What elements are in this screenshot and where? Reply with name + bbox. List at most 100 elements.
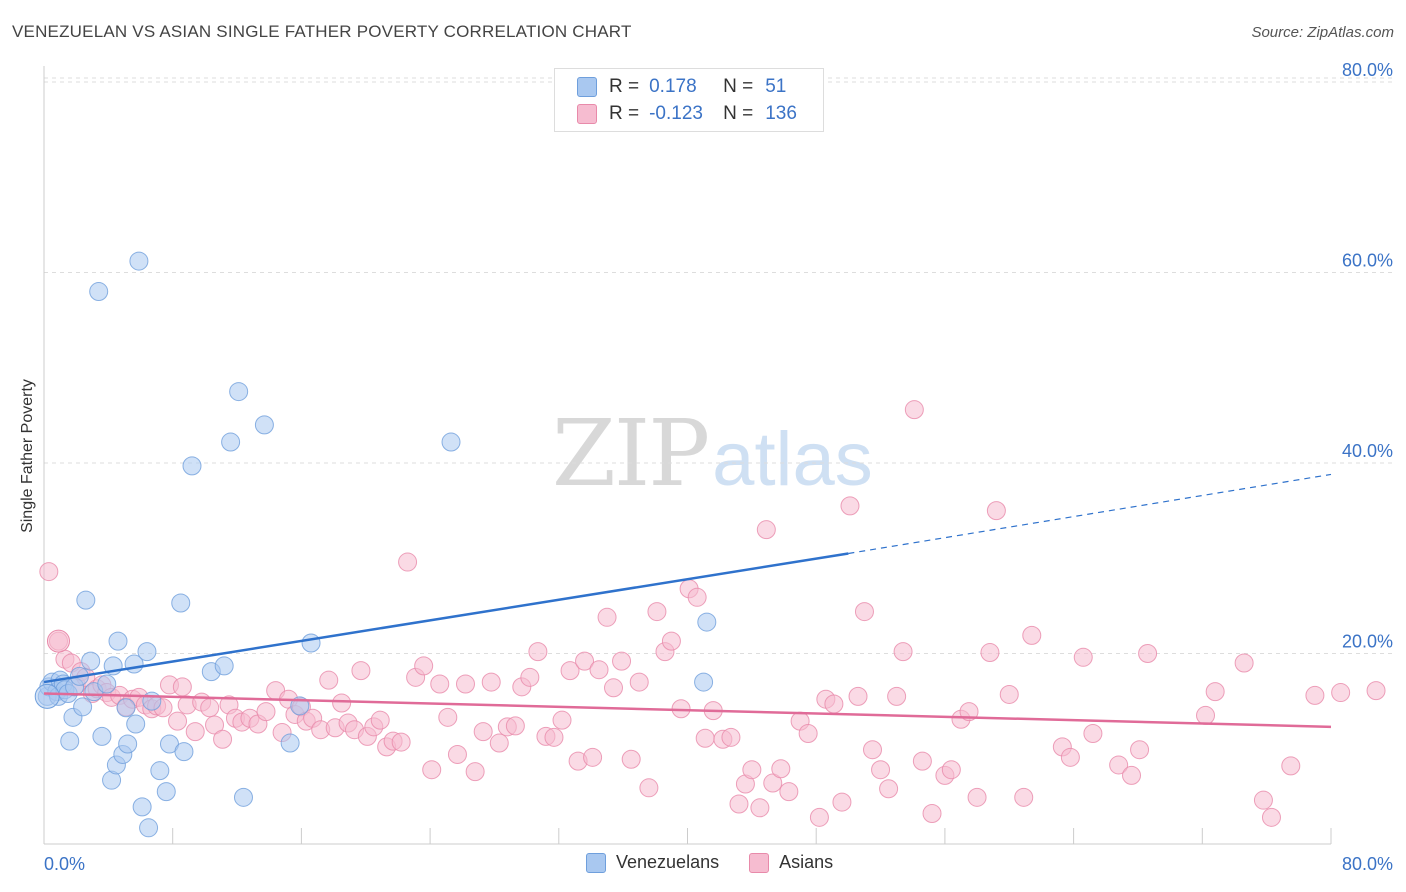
legend-item-venezuelans: Venezuelans bbox=[586, 852, 719, 873]
asian-point bbox=[1261, 807, 1281, 827]
venezuelan-point bbox=[116, 698, 136, 718]
legend-row-asians: R = -0.123 N = 136 bbox=[577, 102, 797, 126]
venezuelan-point bbox=[221, 432, 241, 452]
venezuelan-point bbox=[139, 818, 159, 838]
venezuelan-point bbox=[97, 674, 117, 694]
asian-point bbox=[438, 707, 458, 727]
asian-point bbox=[430, 674, 450, 694]
venezuelan-point bbox=[254, 415, 274, 435]
asian-point bbox=[763, 773, 783, 793]
asian-point bbox=[560, 661, 580, 681]
legend-swatch-venezuelans bbox=[586, 852, 606, 873]
x-tick-label-max: 80.0% bbox=[1342, 854, 1393, 874]
y-tick-label: 40.0% bbox=[1342, 441, 1393, 461]
asian-point bbox=[912, 751, 932, 771]
venezuelans-trend-extension bbox=[848, 473, 1332, 555]
venezuelan-point bbox=[132, 797, 152, 817]
source-label: Source: ZipAtlas.com bbox=[1251, 24, 1394, 41]
tick-label-layer: 20.0% 40.0% 60.0% 80.0% 0.0% 80.0% bbox=[44, 60, 1393, 874]
asian-point bbox=[489, 733, 509, 753]
legend-n-value: 136 bbox=[765, 103, 797, 124]
venezuelan-point bbox=[76, 590, 96, 610]
venezuelan-point bbox=[118, 734, 138, 754]
legend-n-label: N = bbox=[723, 103, 754, 124]
asian-point bbox=[1014, 787, 1034, 807]
asian-point bbox=[824, 694, 844, 714]
legend-label-asians: Asians bbox=[779, 852, 834, 872]
chart-title: VENEZUELAN VS ASIAN SINGLE FATHER POVERT… bbox=[12, 22, 632, 41]
asians-trend-line bbox=[43, 692, 1332, 729]
venezuelan-point bbox=[81, 651, 101, 671]
asian-point bbox=[1122, 765, 1142, 785]
venezuelan-point bbox=[214, 656, 234, 676]
asian-point bbox=[840, 496, 860, 516]
legend-swatch-asians bbox=[577, 104, 597, 124]
legend-r-value: -0.123 bbox=[649, 103, 703, 124]
grid-layer bbox=[44, 77, 1393, 654]
asian-point bbox=[481, 672, 501, 692]
venezuelan-point bbox=[89, 282, 109, 302]
asian-point bbox=[832, 792, 852, 812]
x-tick-label-min: 0.0% bbox=[44, 854, 85, 874]
venezuelan-point bbox=[137, 642, 157, 662]
asian-point bbox=[589, 660, 609, 680]
asian-point bbox=[854, 602, 874, 622]
asian-point bbox=[256, 702, 276, 722]
asian-point bbox=[621, 749, 641, 769]
asian-point bbox=[1130, 740, 1150, 760]
venezuelan-point bbox=[126, 714, 146, 734]
asian-point bbox=[771, 759, 791, 779]
asian-point bbox=[1060, 747, 1080, 767]
venezuelan-point bbox=[301, 633, 321, 653]
asian-point bbox=[370, 710, 390, 730]
venezuelan-point bbox=[697, 612, 717, 632]
venezuelan-point bbox=[156, 782, 176, 802]
asian-point bbox=[505, 716, 525, 736]
venezuelan-point bbox=[34, 683, 60, 709]
venezuelan-point bbox=[441, 432, 461, 452]
asian-point bbox=[612, 651, 632, 671]
venezuelan-point bbox=[108, 631, 128, 651]
asian-point bbox=[168, 711, 188, 731]
asian-point bbox=[172, 677, 192, 697]
venezuelan-point bbox=[174, 742, 194, 762]
asian-point bbox=[756, 520, 776, 540]
legend-label-venezuelans: Venezuelans bbox=[616, 852, 720, 872]
asian-point bbox=[809, 807, 829, 827]
asian-point bbox=[544, 727, 564, 747]
legend-n-label: N = bbox=[723, 76, 754, 97]
asian-point bbox=[687, 587, 707, 607]
legend-r-label: R = bbox=[609, 103, 640, 124]
asian-point bbox=[200, 698, 220, 718]
asian-point bbox=[597, 607, 617, 627]
asian-point bbox=[904, 400, 924, 420]
venezuelans-trend-line bbox=[43, 552, 849, 684]
asian-point bbox=[986, 501, 1006, 521]
asian-point bbox=[213, 729, 233, 749]
asian-point bbox=[1022, 625, 1042, 645]
venezuelan-point bbox=[73, 697, 93, 717]
asian-point bbox=[528, 642, 548, 662]
asian-point bbox=[629, 672, 649, 692]
asian-point bbox=[422, 760, 442, 780]
asian-point bbox=[1305, 685, 1325, 705]
asian-point bbox=[871, 760, 891, 780]
asian-point bbox=[1234, 653, 1254, 673]
legend-swatch-venezuelans bbox=[577, 77, 597, 97]
asian-point bbox=[922, 804, 942, 824]
asian-point bbox=[967, 787, 987, 807]
asian-point bbox=[1196, 705, 1216, 725]
legend-row-venezuelans: R = 0.178 N = 51 bbox=[577, 75, 786, 99]
venezuelan-point bbox=[129, 251, 149, 271]
legend-item-asians: Asians bbox=[749, 852, 833, 873]
asian-point bbox=[999, 684, 1019, 704]
legend-r-label: R = bbox=[609, 76, 640, 97]
legend-stats: R = 0.178 N = 51 R = -0.123 N = 136 bbox=[554, 68, 824, 132]
asian-point bbox=[1331, 683, 1351, 703]
legend-swatch-asians bbox=[749, 852, 770, 873]
asian-point bbox=[1366, 681, 1386, 701]
venezuelan-point bbox=[280, 733, 300, 753]
asian-point bbox=[1205, 682, 1225, 702]
asian-point bbox=[391, 732, 411, 752]
asian-point bbox=[455, 674, 475, 694]
